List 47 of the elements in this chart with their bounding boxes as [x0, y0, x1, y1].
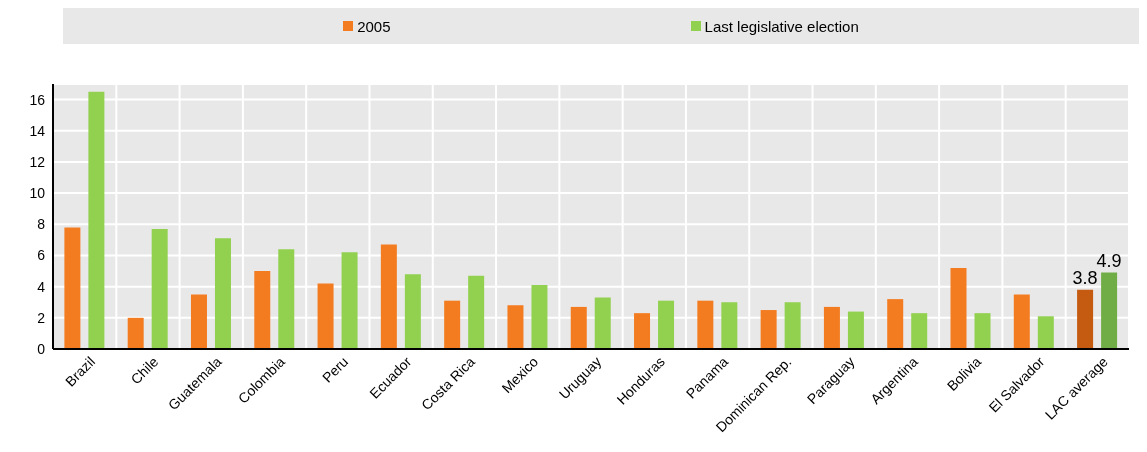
bar — [847, 311, 864, 349]
bar — [404, 274, 421, 349]
bar — [697, 300, 714, 349]
bar — [887, 299, 904, 349]
bar — [64, 227, 81, 349]
bar — [658, 300, 675, 349]
bar — [127, 317, 144, 349]
y-tick-label: 14 — [29, 122, 46, 139]
bar — [380, 244, 397, 349]
bar — [823, 306, 840, 349]
bar — [254, 271, 271, 349]
bar — [784, 302, 801, 349]
bar — [507, 305, 524, 349]
bar — [594, 297, 611, 349]
y-tick-label: 4 — [37, 278, 46, 295]
bar — [634, 313, 651, 349]
legend-label: 2005 — [357, 17, 391, 35]
bar — [341, 252, 358, 349]
legend-label: Last legislative election — [704, 17, 859, 35]
bar — [1077, 289, 1094, 349]
y-tick-label: 10 — [29, 185, 46, 202]
bar — [214, 238, 231, 349]
bar — [151, 228, 168, 349]
y-tick-label: 0 — [37, 340, 46, 357]
bar — [570, 306, 587, 349]
bar — [911, 313, 928, 349]
y-tick-label: 8 — [37, 216, 46, 233]
bar — [1101, 272, 1118, 349]
bar — [974, 313, 991, 349]
bar — [317, 283, 334, 349]
y-tick-label: 2 — [37, 309, 46, 326]
bar — [444, 300, 461, 349]
bar — [190, 294, 207, 349]
bar — [1013, 294, 1030, 349]
bar — [88, 91, 105, 349]
bar — [1037, 316, 1054, 349]
bar — [950, 267, 967, 349]
bar — [278, 249, 295, 349]
y-tick-label: 6 — [37, 247, 46, 264]
y-tick-label: 12 — [29, 153, 46, 170]
y-tick-label: 16 — [29, 91, 46, 108]
bar — [760, 310, 777, 349]
data-label: 4.9 — [1096, 250, 1122, 271]
bar — [531, 285, 548, 349]
bar — [468, 275, 485, 349]
bar — [721, 302, 738, 349]
data-label: 3.8 — [1072, 267, 1098, 288]
